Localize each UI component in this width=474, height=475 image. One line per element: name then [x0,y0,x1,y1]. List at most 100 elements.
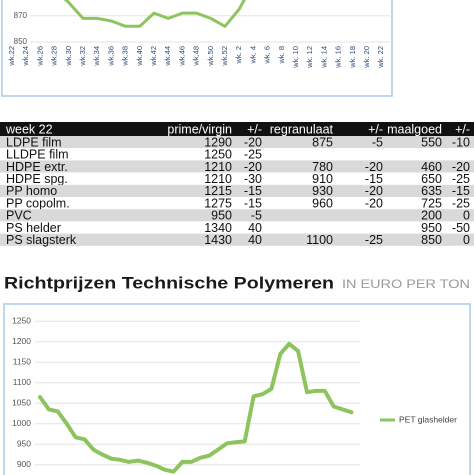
x-tick-label: wk.34 [92,46,101,67]
table-row-bg [0,233,474,246]
table-cell: 1250 [204,148,232,162]
table-cell: 875 [312,135,333,149]
table-cell: -50 [452,221,470,235]
table-cell: LDPE film [6,135,62,149]
table-header-cell: maalgoed [387,122,442,136]
table-header-cell: week 22 [5,122,53,136]
x-tick-label: wk. 8 [277,46,286,65]
x-tick-label: wk.26 [35,46,44,67]
table-cell: -15 [365,172,383,186]
table-cell: -20 [452,160,470,174]
y-tick-label: 850 [14,37,28,46]
table-row-bg [0,172,474,185]
y-tick-label: 1250 [12,315,31,325]
x-tick-label: wk.52 [220,46,229,67]
x-tick-label: wk.44 [163,46,172,67]
table-cell: PP homo [6,184,57,198]
data-line [63,0,246,28]
section-title: Richtprijzen Technische Polymeren [4,273,334,292]
table-cell: 725 [421,196,442,210]
table-cell: 1100 [306,233,333,247]
x-tick-label: wk. 12 [305,46,314,69]
table-cell: -10 [452,135,470,149]
table-cell: -15 [244,196,262,210]
table-row-bg [0,160,474,173]
x-tick-label: wk. 18 [348,46,357,69]
table-row-bg [0,221,474,234]
x-tick-label: wk. 22 [376,46,385,69]
table-cell: 1275 [204,196,232,210]
x-tick-label: wk.24 [21,46,30,67]
table-row-bg [0,148,474,161]
x-tick-label: wk. 20 [362,46,371,69]
table-cell: 200 [421,209,442,223]
table-cell: LLDPE film [6,148,69,162]
table-cell: 460 [421,160,442,174]
x-tick-label: wk.38 [121,46,130,67]
data-line [38,341,354,474]
table-cell: -15 [244,184,262,198]
x-tick-label: wk. 6 [263,46,272,65]
y-tick-label: 1000 [12,418,31,428]
x-tick-label: wk.42 [149,46,158,67]
table-cell: 0 [463,209,470,223]
table-cell: HDPE extr. [6,160,68,174]
table-cell: -20 [244,160,262,174]
x-tick-label: wk. 2 [234,46,243,65]
x-tick-label: wk. 14 [319,46,328,69]
table-cell: 1210 [204,160,232,174]
table-header-bg [0,122,474,136]
y-tick-label: 1100 [13,377,32,387]
table-cell: -25 [365,233,383,247]
table-cell: PS slagsterk [6,233,77,247]
table-row-bg [0,197,474,210]
table-cell: -20 [365,160,383,174]
x-tick-label: wk.46 [177,46,186,67]
x-tick-label: wk.32 [78,46,87,67]
x-tick-label: wk.50 [206,46,215,67]
table-cell: PP copolm. [6,196,70,210]
table-cell: -15 [452,184,470,198]
legend-label: PET glashelder [399,414,457,424]
table-cell: 1430 [204,233,232,247]
x-tick-label: wk.36 [106,46,115,67]
table-cell: 1215 [204,184,232,198]
table-row-bg [0,136,474,149]
table-header-cell: +/- [247,122,262,136]
table-cell: 650 [421,172,442,186]
table-cell: -25 [244,148,262,162]
table-cell: 550 [421,135,442,149]
y-tick-label: 1150 [13,356,32,366]
table-cell: 40 [248,221,262,235]
x-tick-label: wk.30 [64,46,73,67]
y-tick-label: 900 [17,459,31,469]
table-cell: HDPE spg. [6,172,68,186]
table-cell: 635 [421,184,442,198]
plot-area [38,341,354,474]
x-tick-label: wk.40 [135,46,144,67]
chart-frame [1,0,393,97]
table-cell: -20 [365,184,383,198]
x-tick-label: wk. 10 [291,46,300,69]
table-cell: 40 [248,233,262,247]
table-cell: 0 [463,233,470,247]
table-cell: 950 [421,221,442,235]
table-cell: 930 [312,184,333,198]
table-header-cell: regranulaat [270,122,334,136]
table-cell: -25 [452,196,470,210]
table-cell: 1340 [204,221,232,235]
table-cell: -5 [372,135,383,149]
table-cell: -25 [452,172,470,186]
section-unit: IN EURO PER TON [342,277,470,291]
table-cell: -5 [251,209,262,223]
chart-frame [3,303,471,475]
table-cell: 950 [211,209,232,223]
table-header-cell: +/- [455,122,470,136]
table-cell: -20 [244,135,262,149]
table-cell: 960 [312,196,333,210]
y-tick-label: 1050 [12,397,31,407]
table-cell: 850 [421,233,442,247]
y-tick-label: 950 [17,438,31,448]
y-tick-label: 1200 [12,336,31,346]
